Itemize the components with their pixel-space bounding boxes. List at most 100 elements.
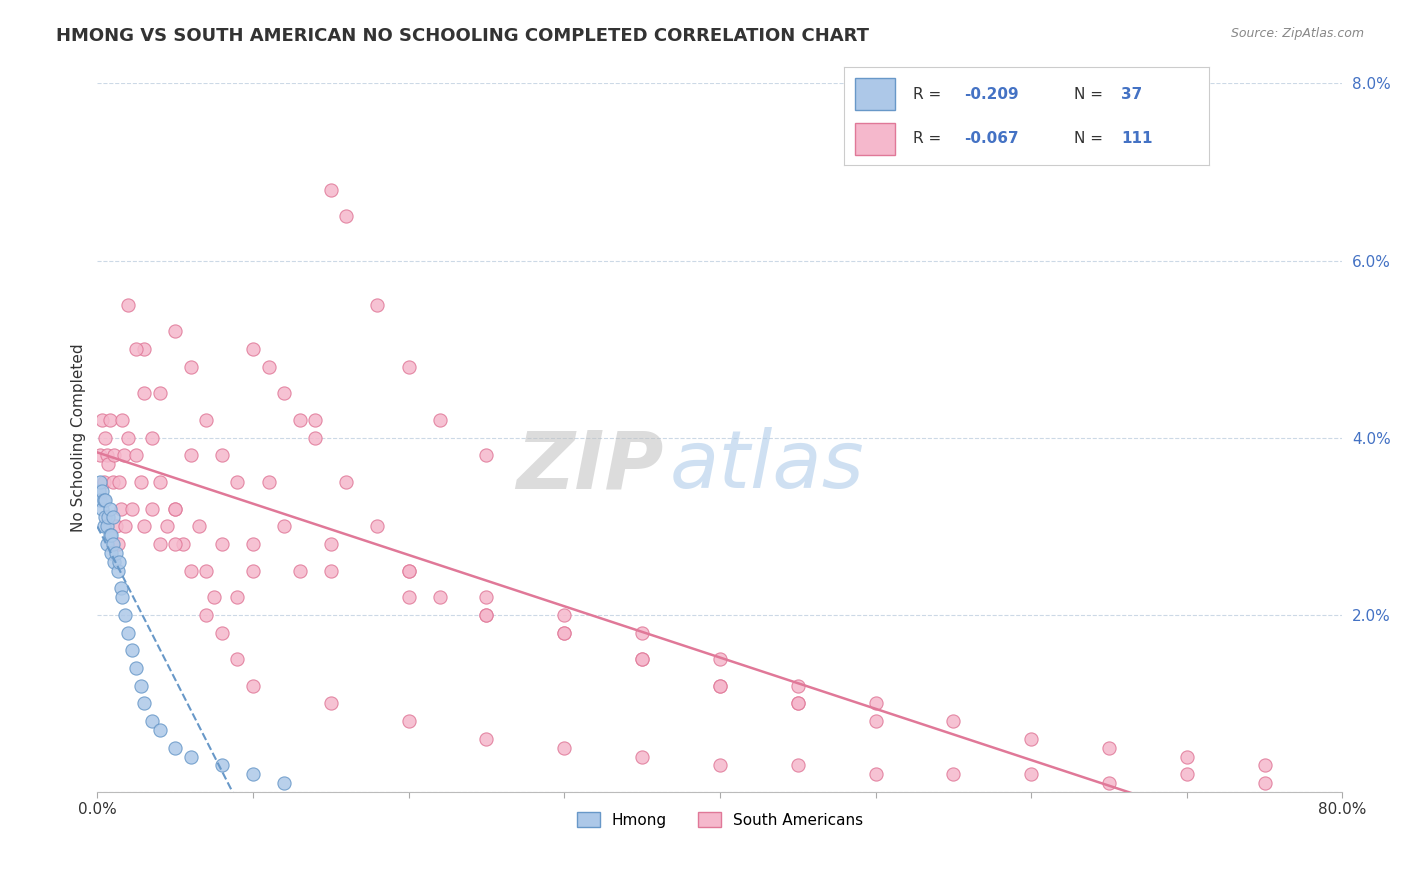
FancyBboxPatch shape [855, 78, 894, 110]
Point [141, 501, 163, 516]
Text: ZIP: ZIP [516, 427, 664, 505]
Point [1098, 740, 1121, 755]
Point [631, 625, 654, 640]
Point [117, 298, 139, 312]
Point [105, 546, 128, 560]
Point [865, 767, 887, 781]
Text: N =: N = [1074, 87, 1102, 102]
Point [98, 528, 121, 542]
Point [553, 625, 575, 640]
Point [105, 519, 128, 533]
Point [257, 359, 280, 374]
Point [475, 590, 498, 604]
Point [398, 590, 420, 604]
Point [91, 501, 114, 516]
Point [335, 475, 357, 489]
Point [553, 607, 575, 622]
Point [709, 679, 731, 693]
Point [125, 661, 148, 675]
Text: -0.209: -0.209 [965, 87, 1019, 102]
Point [319, 697, 342, 711]
Point [149, 537, 172, 551]
Point [141, 714, 163, 728]
Point [125, 449, 148, 463]
Point [172, 537, 194, 551]
Point [211, 758, 233, 772]
Point [110, 581, 132, 595]
Point [180, 359, 202, 374]
Point [89, 449, 111, 463]
Point [631, 652, 654, 666]
Point [180, 749, 202, 764]
Point [865, 697, 887, 711]
Point [101, 510, 124, 524]
Point [93, 492, 115, 507]
Point [475, 607, 498, 622]
Point [117, 431, 139, 445]
Point [149, 723, 172, 737]
Point [114, 519, 136, 533]
Point [242, 767, 264, 781]
Point [273, 386, 295, 401]
Point [96, 519, 118, 533]
Point [942, 767, 965, 781]
Point [288, 564, 311, 578]
Point [132, 519, 155, 533]
Point [709, 652, 731, 666]
Point [100, 546, 122, 560]
Point [1019, 767, 1042, 781]
Point [709, 679, 731, 693]
Point [273, 776, 295, 790]
Point [304, 431, 326, 445]
Point [226, 475, 249, 489]
Point [165, 740, 187, 755]
Point [98, 413, 121, 427]
Point [398, 564, 420, 578]
Point [89, 475, 111, 489]
Point [242, 537, 264, 551]
Point [121, 501, 143, 516]
Point [942, 714, 965, 728]
Point [631, 749, 654, 764]
Point [180, 564, 202, 578]
Point [335, 209, 357, 223]
Point [96, 449, 118, 463]
Point [257, 475, 280, 489]
Point [94, 492, 117, 507]
Point [98, 501, 121, 516]
Point [1019, 731, 1042, 746]
Text: Source: ZipAtlas.com: Source: ZipAtlas.com [1230, 27, 1364, 40]
Point [96, 537, 118, 551]
Legend: Hmong, South Americans: Hmong, South Americans [571, 805, 869, 834]
Point [398, 564, 420, 578]
Point [89, 492, 111, 507]
Point [112, 449, 135, 463]
Point [94, 431, 117, 445]
Point [107, 537, 129, 551]
Point [366, 519, 388, 533]
Point [211, 537, 233, 551]
Point [101, 475, 124, 489]
Point [319, 183, 342, 197]
Point [94, 510, 117, 524]
Text: HMONG VS SOUTH AMERICAN NO SCHOOLING COMPLETED CORRELATION CHART: HMONG VS SOUTH AMERICAN NO SCHOOLING COM… [56, 27, 869, 45]
Point [1098, 776, 1121, 790]
Point [1175, 767, 1198, 781]
Point [475, 449, 498, 463]
Point [786, 697, 808, 711]
Point [226, 590, 249, 604]
Point [111, 590, 134, 604]
Point [129, 475, 152, 489]
Point [93, 475, 115, 489]
Point [786, 679, 808, 693]
Text: 37: 37 [1122, 87, 1143, 102]
Point [226, 652, 249, 666]
Point [125, 342, 148, 356]
Point [865, 714, 887, 728]
Point [165, 501, 187, 516]
Point [97, 510, 120, 524]
Point [91, 483, 114, 498]
Point [319, 537, 342, 551]
Point [141, 431, 163, 445]
Point [319, 564, 342, 578]
